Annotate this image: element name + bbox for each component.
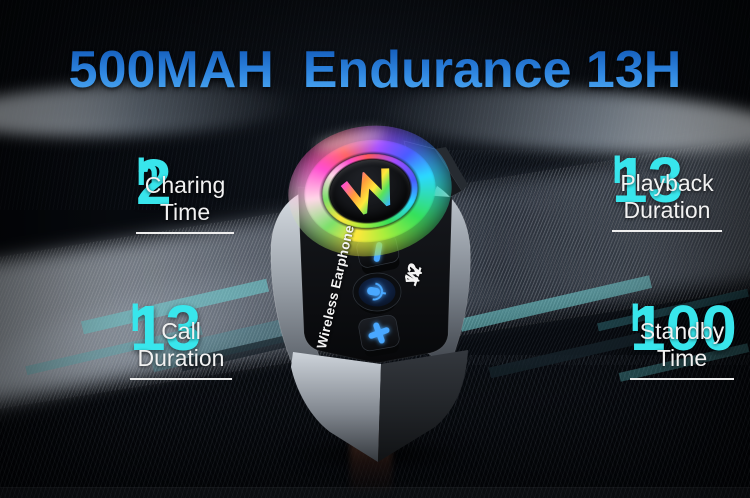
base-left-facet: [291, 352, 381, 462]
logo-disc: [326, 154, 414, 228]
stat-label: Standby Time: [630, 318, 734, 380]
w-logo-small-icon: [405, 264, 424, 283]
base-right-facet: [378, 350, 468, 462]
device-model-label: 12: [392, 242, 436, 309]
plus-icon: [368, 322, 390, 344]
headline: 500MAH Endurance 13H: [0, 40, 750, 100]
stat-label: Playback Duration: [612, 170, 722, 232]
w-logo-icon: [340, 168, 391, 219]
stat-label: Call Duration: [130, 318, 232, 380]
microphone-button: [352, 272, 402, 314]
volume-up-button: [358, 314, 400, 357]
stat-label: Charing Time: [136, 172, 234, 234]
mic-icon: [367, 282, 387, 301]
